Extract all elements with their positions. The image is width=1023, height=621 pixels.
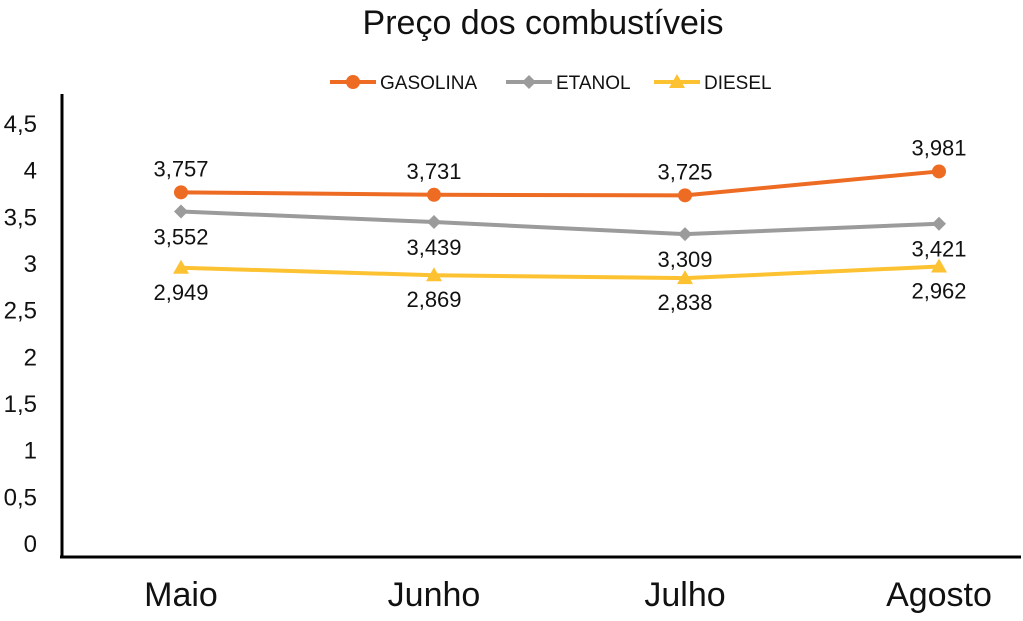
data-label: 3,421: [911, 237, 966, 262]
data-label: 3,309: [657, 247, 712, 272]
data-point: [173, 259, 189, 274]
y-tick-label: 4,5: [4, 111, 37, 138]
data-point: [678, 188, 692, 203]
series-line: [180, 264, 940, 281]
series-diesel: 2,949 2,869 2,838 2,962: [153, 258, 967, 315]
y-tick-label: 4: [24, 158, 37, 185]
series-etanol: 3,552 3,439 3,309 3,421: [153, 204, 967, 272]
legend-marker: [522, 75, 536, 89]
series-line: [180, 169, 940, 198]
legend-item: GASOLINA: [330, 73, 477, 94]
y-tick-label: 0,5: [4, 484, 37, 511]
chart-series: 3,757 3,731 3,725 3,981 3,552 3,439 3,309 3,421…: [153, 135, 966, 315]
y-tick-label: 1: [24, 438, 37, 465]
legend-label: ETANOL: [556, 73, 631, 94]
y-tick-label: 3,5: [4, 204, 37, 231]
data-label: 3,731: [406, 159, 461, 184]
legend-label: GASOLINA: [380, 73, 477, 94]
data-point: [426, 267, 442, 282]
data-point: [931, 258, 947, 273]
x-tick-label: Agosto: [886, 576, 992, 614]
data-point: [932, 216, 946, 231]
series-line: [180, 209, 940, 237]
data-label: 2,869: [406, 287, 461, 312]
data-label: 3,439: [406, 235, 461, 260]
legend-item: ETANOL: [506, 73, 631, 94]
y-axis-ticks: 0 0,5 1 1,5 2 2,5 3 3,5 4 4,5: [4, 111, 37, 558]
y-tick-label: 0: [24, 531, 37, 558]
series-gasolina: 3,757 3,731 3,725 3,981: [153, 135, 967, 203]
y-tick-label: 3: [24, 251, 37, 278]
data-label: 3,552: [153, 224, 208, 249]
data-point: [174, 185, 188, 200]
legend-item: DIESEL: [654, 73, 772, 94]
chart-title: Preço dos combustíveis: [363, 4, 724, 42]
legend-marker: [346, 75, 360, 89]
x-tick-label: Julho: [644, 576, 725, 614]
data-point: [427, 187, 441, 202]
y-tick-label: 2: [24, 344, 37, 371]
legend-marker: [669, 74, 685, 88]
data-label: 2,838: [657, 290, 712, 315]
x-tick-label: Maio: [144, 576, 218, 614]
chart-legend: GASOLINA ETANOL DIESEL: [330, 73, 772, 94]
data-point: [174, 204, 188, 219]
x-tick-label: Junho: [388, 576, 481, 614]
data-label: 3,981: [911, 135, 966, 160]
x-axis-ticks: Maio Junho Julho Agosto: [144, 576, 992, 614]
data-label: 2,949: [153, 280, 208, 305]
legend-label: DIESEL: [704, 73, 772, 94]
data-point: [678, 227, 692, 242]
data-label: 3,725: [657, 159, 712, 184]
data-label: 2,962: [911, 279, 966, 304]
data-point: [677, 270, 693, 285]
data-label: 3,757: [153, 156, 208, 181]
data-point: [427, 215, 441, 230]
data-point: [932, 164, 946, 179]
y-tick-label: 2,5: [4, 298, 37, 325]
y-tick-label: 1,5: [4, 391, 37, 418]
